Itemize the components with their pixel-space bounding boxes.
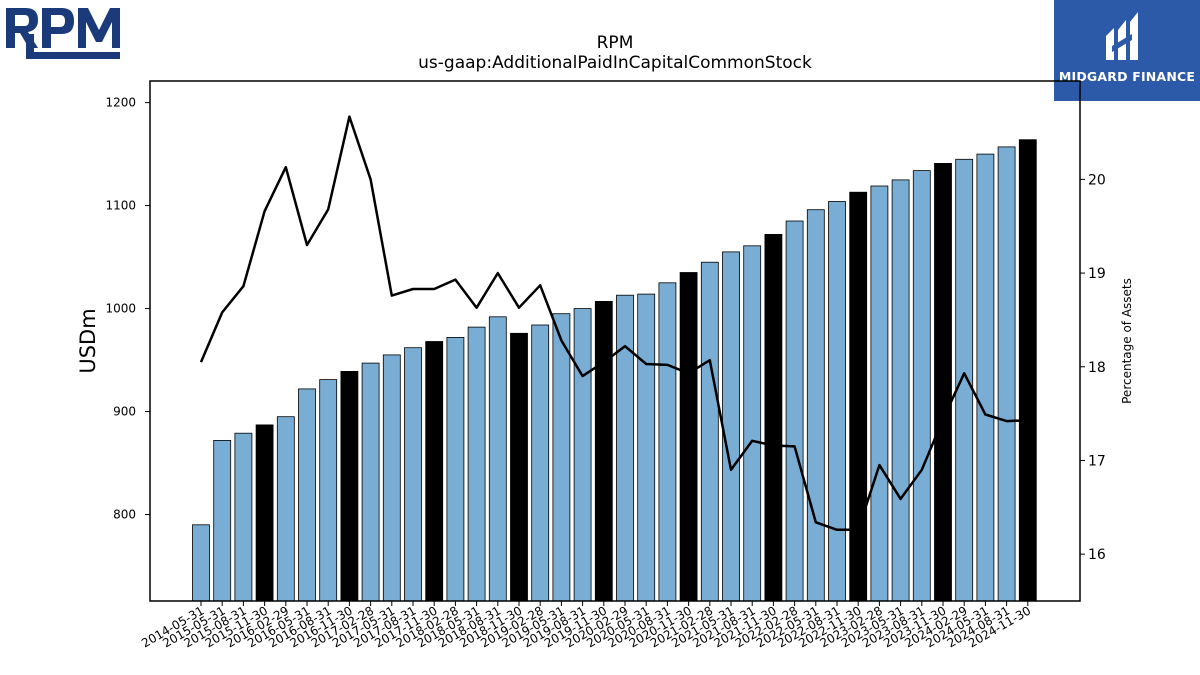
bar-2018-08-31 (488, 316, 507, 602)
bar-2021-08-31 (743, 245, 762, 602)
chart-title: RPM (597, 33, 634, 53)
bar-2020-08-31 (658, 282, 677, 602)
y2-tick-label: 17 (1088, 453, 1106, 469)
bar-2017-11-30 (425, 341, 444, 602)
bar-2024-11-30 (1018, 139, 1037, 602)
y-tick-label: 1000 (105, 302, 136, 316)
bar-2019-02-28 (531, 324, 550, 602)
y2-axis: 16 17 18 19 20 (1080, 172, 1106, 563)
y-tick-label: 1100 (105, 199, 136, 213)
plot-frame (149, 80, 1081, 602)
y2-tick-label: 16 (1088, 547, 1106, 563)
y2-tick-label: 20 (1088, 172, 1106, 188)
bar-2024-08-31 (997, 146, 1016, 602)
bar-2015-08-31 (234, 432, 253, 602)
y-axis-label: USDm (76, 308, 100, 373)
y2-axis-label: Percentage of Assets (1120, 278, 1134, 404)
bar-2017-08-31 (404, 347, 422, 602)
chart-subtitle: us-gaap:AdditionalPaidInCapitalCommonSto… (418, 53, 812, 73)
bar-2016-05-31 (298, 388, 316, 602)
bar-2021-11-30 (764, 233, 783, 602)
bar-2020-11-30 (679, 272, 698, 602)
bar-2018-05-31 (467, 326, 486, 602)
y2-tick-label: 19 (1088, 266, 1106, 282)
bar-2022-08-31 (828, 201, 846, 602)
bar-2019-11-30 (594, 300, 613, 602)
bar-2019-08-31 (573, 308, 592, 602)
bar-2015-05-31 (213, 439, 232, 602)
bar-2023-05-31 (891, 179, 910, 602)
bar-2022-05-31 (806, 209, 825, 602)
line-group (199, 115, 1028, 532)
bar-2016-11-30 (340, 370, 359, 602)
bar-2023-02-28 (870, 185, 889, 602)
midgard-logo-mark (1106, 12, 1138, 60)
y-tick-label: 800 (113, 508, 136, 522)
bar-2023-08-31 (912, 170, 931, 602)
bar-2020-05-31 (637, 293, 656, 602)
bar-2018-02-28 (446, 336, 465, 602)
rpm-logo-mark (6, 8, 120, 59)
bar-2021-05-31 (722, 251, 740, 602)
bar-2023-11-30 (934, 162, 952, 602)
bars-group (192, 139, 1037, 602)
bar-2022-11-30 (849, 191, 868, 602)
percentage-line (199, 115, 1028, 532)
y-tick-label: 1200 (105, 96, 136, 110)
rpm-logo (4, 4, 122, 62)
bar-2021-02-28 (700, 261, 719, 602)
bar-2024-05-31 (976, 153, 995, 602)
bar-2017-02-28 (361, 362, 380, 602)
bar-2018-11-30 (510, 332, 528, 602)
bar-2016-02-29 (276, 416, 295, 602)
bar-2016-08-31 (319, 379, 338, 602)
bar-2020-02-29 (616, 294, 634, 602)
midgard-finance-logo: MIDGARD FINANCE (1054, 0, 1200, 101)
bar-2022-02-28 (785, 220, 804, 602)
y-axis: 800 900 1000 1100 1200 (105, 96, 150, 522)
bar-2014-05-31 (192, 524, 210, 602)
bar-2019-05-31 (552, 313, 571, 602)
bar-2017-05-31 (382, 354, 401, 602)
midgard-finance-wordmark: MIDGARD FINANCE (1058, 69, 1196, 84)
y2-tick-label: 18 (1088, 360, 1106, 376)
bar-2015-11-30 (255, 424, 274, 602)
bar-2024-02-29 (955, 158, 974, 602)
y-tick-label: 900 (113, 405, 136, 419)
x-axis: 2014-05-312015-05-312015-08-312015-11-30… (139, 601, 1033, 650)
